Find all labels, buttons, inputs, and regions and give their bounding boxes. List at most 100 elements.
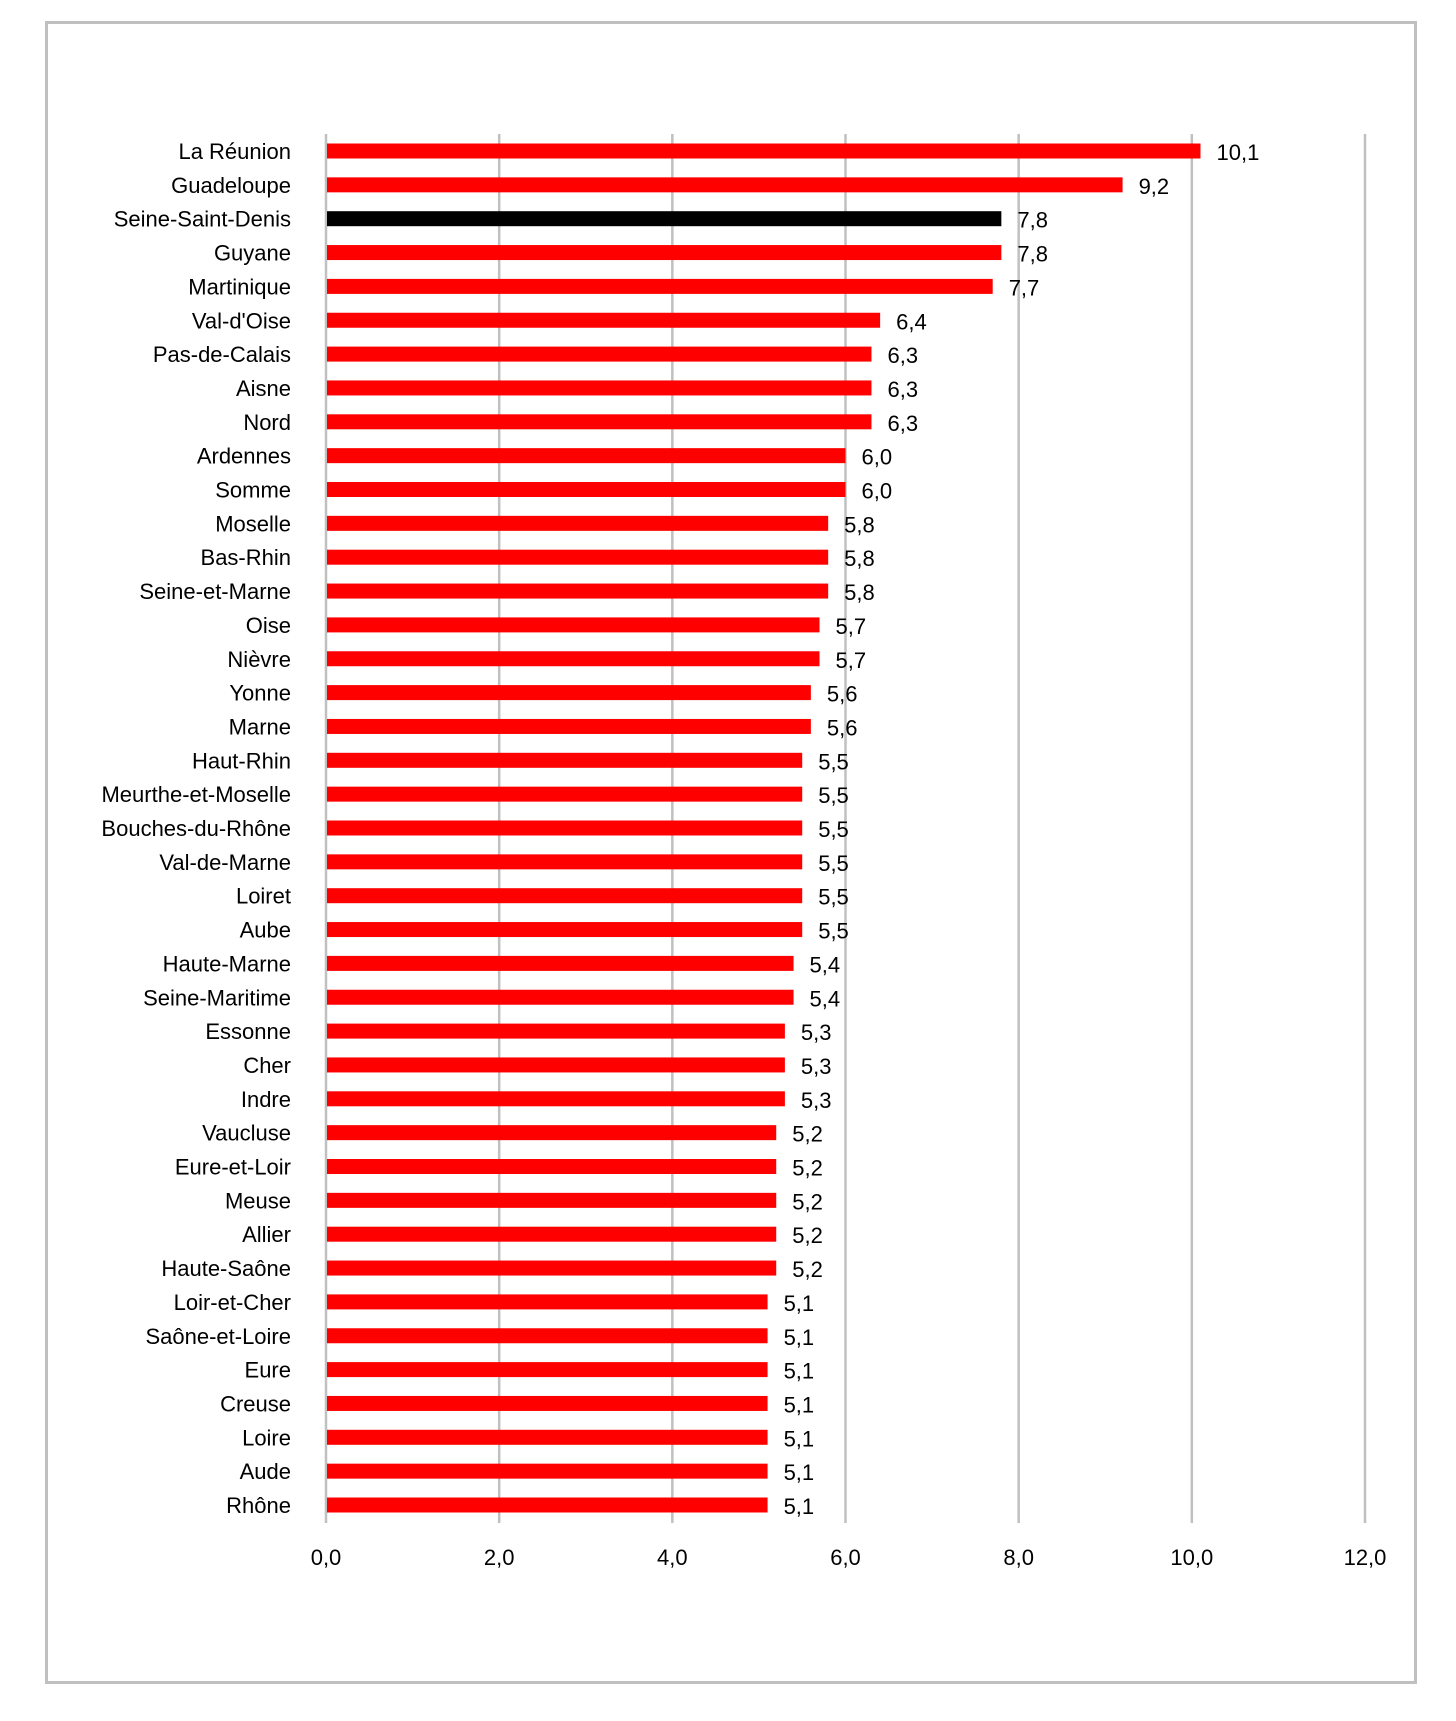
- data-label: 6,3: [887, 343, 918, 368]
- bar: [327, 718, 811, 734]
- bar: [327, 448, 846, 464]
- data-label: 5,6: [827, 715, 858, 740]
- data-label: 5,6: [827, 682, 858, 707]
- data-label: 5,1: [784, 1325, 815, 1350]
- category-label: Somme: [215, 478, 291, 503]
- category-label: Martinique: [188, 274, 291, 299]
- data-label: 5,8: [844, 512, 875, 537]
- category-label: Loiret: [236, 884, 291, 909]
- data-label: 5,5: [818, 885, 849, 910]
- bar: [327, 1091, 785, 1107]
- category-label: Marne: [229, 714, 291, 739]
- bar: [327, 752, 803, 768]
- data-label: 10,1: [1216, 140, 1259, 165]
- data-label: 5,7: [836, 614, 867, 639]
- bar: [327, 245, 1002, 261]
- bar: [327, 1057, 785, 1073]
- category-label: Nièvre: [227, 647, 291, 672]
- bar: [327, 143, 1201, 159]
- data-label: 5,3: [801, 1054, 832, 1079]
- x-tick-label: 10,0: [1170, 1545, 1213, 1570]
- category-label: Seine-Saint-Denis: [114, 207, 291, 232]
- x-tick-label: 4,0: [657, 1545, 688, 1570]
- x-tick-label: 8,0: [1003, 1545, 1034, 1570]
- category-label: Moselle: [215, 511, 291, 536]
- data-label: 7,8: [1017, 242, 1048, 267]
- category-label: Aube: [240, 918, 291, 943]
- data-label: 6,3: [887, 411, 918, 436]
- category-label: Haute-Saône: [161, 1256, 291, 1281]
- category-label: Cher: [243, 1053, 291, 1078]
- bar: [327, 583, 829, 599]
- category-label: Guadeloupe: [171, 173, 291, 198]
- bar: [327, 482, 846, 497]
- category-label: Seine-Maritime: [143, 985, 291, 1010]
- x-tick-label: 2,0: [484, 1545, 515, 1570]
- data-label: 5,2: [792, 1156, 823, 1181]
- bar: [327, 1125, 777, 1141]
- data-label: 5,1: [784, 1460, 815, 1485]
- bar: [327, 1497, 768, 1513]
- data-label: 5,3: [801, 1020, 832, 1045]
- category-label: Yonne: [229, 681, 291, 706]
- data-label: 5,5: [818, 749, 849, 774]
- data-label: 6,3: [887, 377, 918, 402]
- data-label: 5,5: [818, 817, 849, 842]
- data-label: 5,1: [784, 1392, 815, 1417]
- bar: [327, 685, 811, 701]
- bar: [327, 312, 881, 328]
- bar: [327, 922, 803, 938]
- category-label: Meuse: [225, 1188, 291, 1213]
- data-label: 5,2: [792, 1223, 823, 1248]
- category-label: Eure-et-Loir: [175, 1155, 291, 1180]
- category-label: Loir-et-Cher: [174, 1290, 291, 1315]
- bar: [327, 177, 1123, 193]
- data-label: 5,4: [810, 986, 841, 1011]
- bar: [327, 617, 820, 633]
- bar: [327, 1260, 777, 1276]
- data-label: 5,5: [818, 851, 849, 876]
- x-tick-label: 6,0: [830, 1545, 861, 1570]
- data-label: 5,1: [784, 1359, 815, 1384]
- bar: [327, 1328, 768, 1344]
- category-label: Bas-Rhin: [201, 545, 291, 570]
- data-label: 5,5: [818, 783, 849, 808]
- data-label: 5,2: [792, 1122, 823, 1147]
- category-label: La Réunion: [178, 139, 291, 164]
- data-label: 6,0: [862, 479, 893, 504]
- category-label: Loire: [242, 1425, 291, 1450]
- data-label: 5,1: [784, 1291, 815, 1316]
- category-label: Rhône: [226, 1493, 291, 1518]
- bar: [327, 278, 993, 294]
- bar: [327, 346, 872, 362]
- category-label: Haute-Marne: [163, 951, 291, 976]
- category-label: Haut-Rhin: [192, 748, 291, 773]
- bar: [327, 1023, 785, 1039]
- data-label: 5,5: [818, 919, 849, 944]
- category-label: Eure: [245, 1358, 291, 1383]
- bar: [327, 651, 820, 667]
- category-label: Creuse: [220, 1391, 291, 1416]
- data-label: 5,2: [792, 1189, 823, 1214]
- category-label: Aude: [240, 1459, 291, 1484]
- category-label: Ardennes: [197, 444, 291, 469]
- data-label: 7,8: [1017, 208, 1048, 233]
- category-label: Essonne: [205, 1019, 291, 1044]
- bar: [327, 1226, 777, 1242]
- chart-frame: [45, 21, 1417, 1684]
- bar: [327, 1429, 768, 1445]
- bar: [327, 380, 872, 396]
- data-label: 5,7: [836, 648, 867, 673]
- category-label: Vaucluse: [202, 1121, 291, 1146]
- data-label: 5,8: [844, 580, 875, 605]
- bar: [327, 515, 829, 531]
- bar: [327, 989, 794, 1005]
- bar: [327, 820, 803, 836]
- category-label: Pas-de-Calais: [153, 342, 291, 367]
- data-label: 9,2: [1139, 174, 1170, 199]
- category-label: Oise: [246, 613, 291, 638]
- category-label: Val-de-Marne: [159, 850, 291, 875]
- bar: [327, 1463, 768, 1479]
- data-label: 5,8: [844, 546, 875, 571]
